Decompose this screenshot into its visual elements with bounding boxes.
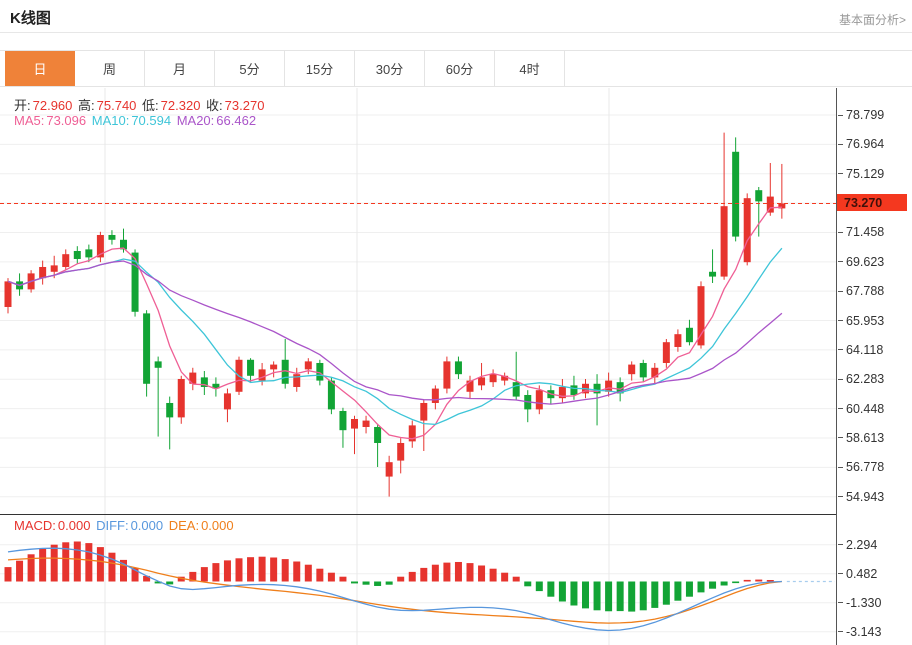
ohlc-readout: 开: 72.960 高: 75.740 低: 72.320 收: 73.270 bbox=[14, 95, 266, 114]
interval-tabstrip: 日周月 5分 15分 30分 60分 4时 bbox=[0, 50, 912, 87]
dea-value: 0.000 bbox=[201, 518, 234, 533]
price-axis-label: 76.964 bbox=[838, 136, 884, 152]
tab-30分[interactable]: 30分 bbox=[355, 51, 425, 86]
open-value: 72.960 bbox=[32, 98, 73, 113]
macd-label: MACD: bbox=[14, 518, 56, 533]
tab-15分[interactable]: 15分 bbox=[285, 51, 355, 86]
header-divider bbox=[0, 32, 912, 33]
price-axis-label: 56.778 bbox=[838, 459, 884, 475]
price-axis-label: 65.953 bbox=[838, 313, 884, 329]
tab-4时[interactable]: 4时 bbox=[495, 51, 565, 86]
macd-readout: MACD: 0.000 DIFF: 0.000 DEA: 0.000 bbox=[14, 518, 236, 533]
high-label: 高: bbox=[78, 98, 95, 113]
price-axis-label: 78.799 bbox=[838, 107, 884, 123]
ma10-value: 70.594 bbox=[131, 113, 172, 128]
close-label: 收: bbox=[206, 98, 223, 113]
main-candlestick-chart[interactable] bbox=[0, 88, 912, 514]
ma5-label: MA5: bbox=[14, 113, 45, 128]
price-axis-label: 64.118 bbox=[838, 342, 883, 358]
ma-readout: MA5: 73.096 MA10: 70.594 MA20: 66.462 bbox=[14, 113, 258, 128]
ma10-label: MA10: bbox=[91, 113, 130, 128]
ma20-value: 66.462 bbox=[216, 113, 257, 128]
high-value: 75.740 bbox=[96, 98, 137, 113]
price-axis-label: 60.448 bbox=[838, 401, 884, 417]
price-axis-label: 75.129 bbox=[838, 166, 884, 182]
tab-周[interactable]: 周 bbox=[75, 51, 145, 86]
open-label: 开: bbox=[14, 98, 31, 113]
header-bar: K线图 基本面分析> bbox=[0, 0, 912, 32]
current-price-badge: 73.270 bbox=[837, 194, 907, 212]
tab-日[interactable]: 日 bbox=[5, 51, 75, 86]
dea-label: DEA: bbox=[168, 518, 200, 533]
tab-60分[interactable]: 60分 bbox=[425, 51, 495, 86]
tab-月[interactable]: 月 bbox=[145, 51, 215, 86]
price-axis-label: 71.458 bbox=[838, 224, 884, 240]
macd-axis-label: 2.294 bbox=[838, 537, 877, 553]
macd-chart[interactable] bbox=[0, 514, 912, 645]
price-axis-label: 54.943 bbox=[838, 489, 884, 505]
ma5-value: 73.096 bbox=[46, 113, 87, 128]
macd-value: 0.000 bbox=[57, 518, 91, 533]
ma20-label: MA20: bbox=[176, 113, 215, 128]
close-value: 73.270 bbox=[224, 98, 265, 113]
chart-region: 开: 72.960 高: 75.740 低: 72.320 收: 73.270 MA5:… bbox=[0, 88, 912, 645]
macd-axis-label: 0.482 bbox=[838, 566, 877, 582]
diff-label: DIFF: bbox=[96, 518, 129, 533]
price-axis-label: 58.613 bbox=[838, 430, 884, 446]
low-value: 72.320 bbox=[160, 98, 201, 113]
macd-axis-label: -1.330 bbox=[838, 595, 881, 611]
price-axis-label: 69.623 bbox=[838, 254, 884, 270]
diff-value: 0.000 bbox=[130, 518, 164, 533]
low-label: 低: bbox=[142, 98, 159, 113]
fundamental-analysis-link[interactable]: 基本面分析> bbox=[838, 13, 906, 27]
page-title: K线图 bbox=[10, 10, 51, 27]
price-axis-label: 67.788 bbox=[838, 283, 884, 299]
macd-axis-label: -3.143 bbox=[838, 624, 881, 640]
price-axis-label: 62.283 bbox=[838, 371, 884, 387]
tab-5分[interactable]: 5分 bbox=[215, 51, 285, 86]
